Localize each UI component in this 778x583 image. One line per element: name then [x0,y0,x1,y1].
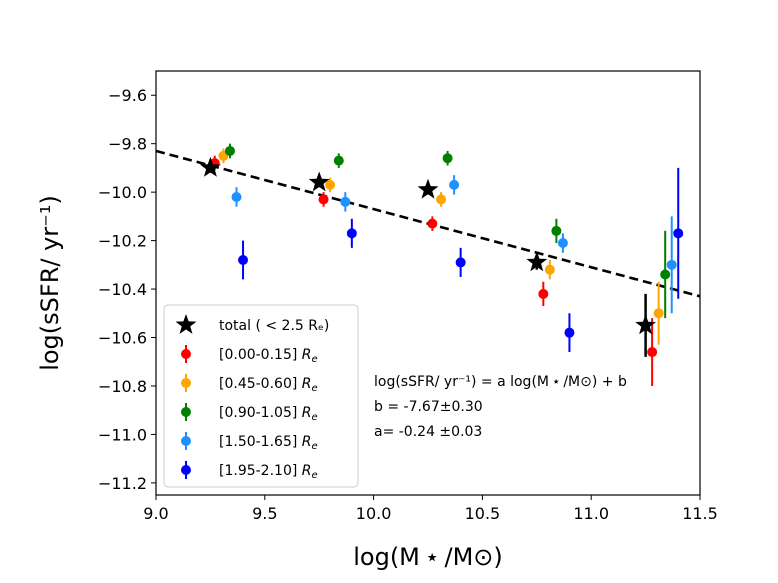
data-point-total-star [417,178,439,199]
legend-range: [0.45-0.60] [219,376,302,392]
legend: total ( < 2.5 Rₑ)[0.00-0.15] Re[0.45-0.6… [163,304,359,488]
legend-re-symbol: R [302,347,312,363]
fit-intercept: b = -7.67±0.30 [374,399,483,415]
y-axis-ticks: −9.6 −9.8 −10.0 −10.2 −10.4 −10.6 −10.8 −11.0 −1… [98,86,156,493]
legend-range: [0.90-1.05] [219,405,302,421]
y-axis-title: log(sSFR/ yr⁻¹) [36,195,64,371]
legend-re-symbol: R [302,405,312,421]
data-points-layer [199,143,684,386]
x-axis-title: log(M ⋆ /M⊙) [353,543,503,571]
legend-box [163,304,359,488]
fit-equation: log(sSFR/ yr⁻¹) = a log(M ⋆ /M⊙) + b [374,374,627,390]
data-point-series-3 [333,155,344,166]
data-point-series-1 [318,194,329,205]
x-axis-ticks: 9.0 9.5 10.0 10.5 11.0 11.5 [143,495,718,523]
legend-range: [1.95-2.10] [219,463,302,479]
legend-range: [1.50-1.65] [219,434,302,450]
legend-re-symbol: R [302,434,312,450]
legend-marker-series-5 [181,465,191,475]
fit-equation-annotation: log(sSFR/ yr⁻¹) = a log(M ⋆ /M⊙) + b b =… [374,374,627,440]
x-tick-label: 11.0 [573,504,609,523]
data-point-series-1 [427,218,438,229]
y-tick-label: −10.2 [98,232,147,251]
data-point-total-star [635,314,657,335]
legend-label-series-4: [1.50-1.65] Re [219,434,318,452]
data-point-series-4 [340,196,351,207]
data-point-series-3 [442,153,453,164]
legend-marker-series-4 [181,436,191,446]
y-tick-label: −10.0 [98,183,147,202]
data-point-series-4 [666,259,677,270]
data-point-series-5 [564,327,575,338]
x-tick-label: 10.5 [465,504,501,523]
legend-label-series-1: [0.00-0.15] Re [219,347,318,365]
data-point-series-2 [653,308,664,319]
data-point-series-5 [238,254,249,265]
data-point-total-star [199,156,221,177]
x-tick-label: 9.5 [252,504,277,523]
y-tick-label: −10.6 [98,329,147,348]
y-tick-label: −9.6 [108,86,147,105]
data-point-series-1 [647,347,658,358]
legend-marker-series-1 [181,349,191,359]
legend-label-total: total ( < 2.5 Rₑ) [219,318,329,334]
data-point-series-3 [551,225,562,236]
legend-label-series-2: [0.45-0.60] Re [219,376,318,394]
legend-marker-total [175,314,197,334]
y-tick-label: −10.8 [98,377,147,396]
legend-re-subscript: e [312,441,318,452]
data-point-series-2 [325,179,336,190]
data-point-series-3 [224,145,235,156]
y-tick-label: −10.4 [98,280,147,299]
x-tick-label: 11.5 [682,504,718,523]
x-tick-label: 10.0 [356,504,392,523]
y-tick-label: −11.0 [98,425,147,444]
data-point-series-2 [544,264,555,275]
fit-slope: a= -0.24 ±0.03 [374,424,482,440]
legend-marker-series-2 [181,378,191,388]
data-point-series-4 [449,179,460,190]
legend-label-series-3: [0.90-1.05] Re [219,405,318,423]
legend-label-series-5: [1.95-2.10] Re [219,463,318,481]
legend-re-symbol: R [302,463,312,479]
data-point-series-5 [346,228,357,239]
data-point-series-4 [231,191,242,202]
data-point-total-star [308,171,330,192]
data-point-series-1 [538,288,549,299]
data-point-total-star [526,251,548,272]
legend-re-symbol: R [302,376,312,392]
data-point-series-4 [557,238,568,249]
data-point-series-5 [673,228,684,239]
y-tick-label: −9.8 [108,135,147,154]
x-tick-label: 9.0 [143,504,168,523]
legend-re-subscript: e [312,470,318,481]
data-point-series-5 [455,257,466,268]
legend-re-subscript: e [312,383,318,394]
legend-re-subscript: e [312,412,318,423]
y-tick-label: −11.2 [98,474,147,493]
legend-range: [0.00-0.15] [219,347,302,363]
legend-marker-series-3 [181,407,191,417]
data-point-series-2 [436,194,447,205]
legend-re-subscript: e [312,354,318,365]
data-point-series-3 [660,269,671,280]
